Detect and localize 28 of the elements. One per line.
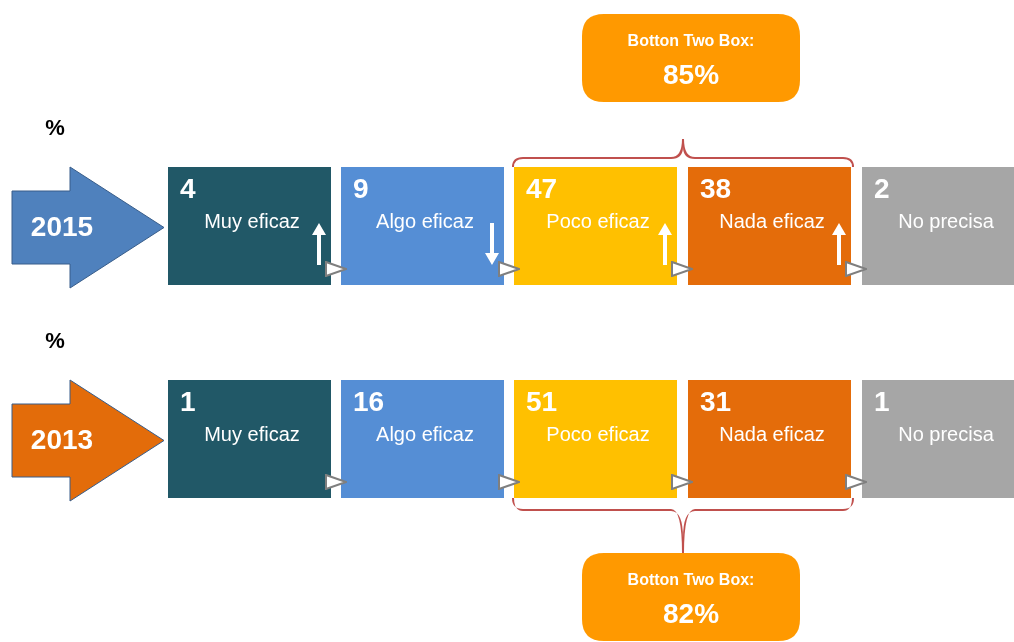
data-label: 47	[526, 172, 558, 204]
data-label: 2	[874, 172, 890, 204]
text: 2013	[30, 424, 94, 456]
text: Botton Two Box:	[627, 571, 755, 589]
category-label: Nada eficaz	[719, 422, 825, 445]
category-label: Algo eficaz	[376, 422, 474, 445]
data-label: 38	[700, 172, 732, 204]
text: Botton Two Box:	[627, 32, 755, 50]
text: %	[45, 115, 65, 141]
data-label: 16	[353, 385, 385, 417]
category-label: Poco eficaz	[546, 422, 650, 445]
text: %	[45, 328, 65, 354]
data-label: 1	[874, 385, 890, 417]
category-label: Muy eficaz	[204, 422, 300, 445]
category-label: Muy eficaz	[204, 209, 300, 232]
category-label: Algo eficaz	[376, 209, 474, 232]
data-label: 9	[353, 172, 369, 204]
category-label: Nada eficaz	[719, 209, 825, 232]
data-label: 4	[180, 172, 196, 204]
category-label: No precisa	[898, 209, 995, 232]
data-label: 51	[526, 385, 558, 417]
text: 2015	[30, 211, 94, 243]
data-label: 31	[700, 385, 732, 417]
text: 85%	[662, 58, 720, 90]
text: 82%	[662, 597, 720, 629]
category-label: Poco eficaz	[546, 209, 650, 232]
data-label: 1	[180, 385, 196, 417]
category-label: No precisa	[898, 422, 995, 445]
